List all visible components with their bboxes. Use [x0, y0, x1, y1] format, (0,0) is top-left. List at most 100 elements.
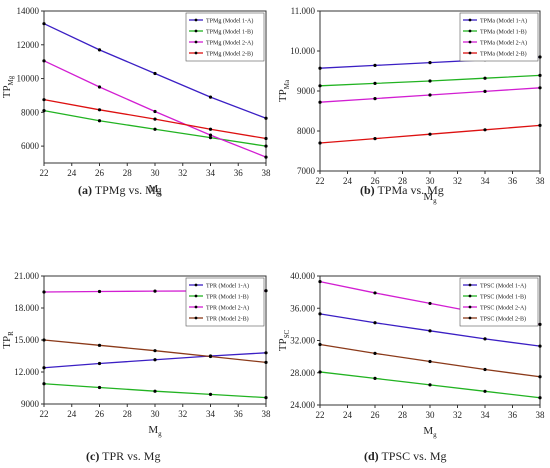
data-point [153, 358, 157, 362]
data-point [373, 321, 377, 325]
legend-marker [468, 316, 472, 320]
data-point [318, 84, 322, 88]
caption-d-label: (d) [364, 449, 379, 463]
data-point [42, 22, 46, 26]
data-point [264, 360, 268, 364]
caption-a-text: TPMg vs. Mg [94, 183, 162, 197]
data-point [373, 137, 377, 141]
data-point [97, 119, 102, 123]
legend-label: TPR (Model 1-A) [206, 283, 249, 290]
legend-marker [468, 283, 472, 287]
data-point [538, 396, 542, 400]
data-point [428, 329, 432, 333]
data-point [208, 354, 213, 359]
data-point [42, 98, 46, 102]
legend-marker [194, 18, 198, 22]
legend-label: TPSC (Model 2-B) [480, 316, 526, 323]
caption-c-text: TPR vs. Mg [102, 449, 161, 463]
data-point [153, 109, 157, 114]
x-tick-label: 38 [536, 176, 546, 186]
x-tick-label: 32 [453, 176, 462, 186]
data-point [42, 366, 46, 370]
chart-panel-1: 22 24 26 28 30 32 34 36 38 7000 8000 9000 10.000 11.0… [277, 6, 545, 205]
data-point [264, 351, 268, 355]
y-tick-label: 7000 [297, 166, 316, 176]
series-line-2 [43, 60, 267, 158]
y-tick-label: 21.000 [14, 271, 39, 281]
x-tick-label: 32 [453, 410, 462, 420]
data-point [318, 312, 322, 316]
data-point [373, 376, 377, 380]
y-axis-label: TPR [1, 331, 15, 349]
data-point [373, 291, 377, 295]
x-tick-label: 26 [371, 410, 381, 420]
x-tick-label: 22 [40, 168, 49, 178]
data-point [428, 61, 432, 65]
data-point [428, 79, 432, 83]
y-tick-label: 8000 [297, 126, 316, 136]
x-tick-label: 26 [95, 409, 105, 419]
y-tick-label: 11.000 [291, 6, 316, 16]
x-tick-label: 38 [262, 409, 272, 419]
legend-label: TPSC (Model 2-A) [480, 305, 526, 312]
legend-marker [194, 40, 198, 44]
x-tick-label: 28 [123, 409, 133, 419]
data-point [483, 89, 487, 93]
data-point [208, 136, 213, 140]
data-point [538, 375, 542, 379]
x-tick-label: 38 [262, 168, 272, 178]
caption-d: (d) TPSC vs. Mg [364, 449, 447, 464]
x-tick-label: 38 [536, 410, 546, 420]
legend-marker [194, 316, 198, 320]
data-point [318, 100, 322, 104]
data-point [42, 338, 46, 342]
x-tick-label: 22 [40, 409, 49, 419]
legend-label: TPMa (Model 2-B) [480, 51, 527, 58]
data-point [153, 289, 157, 293]
x-tick-label: 26 [371, 176, 381, 186]
x-tick-label: 36 [508, 410, 518, 420]
data-point [483, 389, 487, 393]
y-tick-label: 14000 [17, 6, 40, 16]
data-point [538, 123, 542, 127]
data-point [373, 351, 377, 355]
x-tick-label: 24 [67, 168, 77, 178]
x-tick-label: 26 [95, 168, 105, 178]
x-tick-label: 34 [206, 409, 216, 419]
data-point [538, 344, 542, 348]
x-tick-label: 36 [508, 176, 518, 186]
x-axis-label: Mg [148, 424, 162, 438]
data-point [97, 343, 102, 347]
legend-marker [194, 283, 198, 287]
data-point [97, 85, 102, 89]
caption-a: (a) TPMg vs. Mg [78, 183, 162, 198]
y-tick-label: 15.000 [14, 335, 39, 345]
y-tick-label: 6000 [21, 141, 40, 151]
data-point [208, 95, 213, 99]
legend-label: TPR (Model 2-A) [206, 305, 249, 312]
x-tick-label: 34 [206, 168, 216, 178]
y-tick-label: 10000 [17, 74, 40, 84]
data-point [97, 48, 102, 52]
x-tick-label: 24 [67, 409, 77, 419]
data-point [373, 97, 377, 101]
data-point [208, 392, 213, 396]
data-point [373, 63, 377, 67]
data-point [153, 349, 157, 353]
data-point [153, 389, 157, 393]
caption-a-label: (a) [78, 183, 92, 197]
legend-marker [194, 29, 198, 33]
x-tick-label: 28 [398, 410, 408, 420]
x-tick-label: 30 [151, 409, 161, 419]
data-point [483, 337, 487, 341]
data-point [97, 361, 102, 366]
data-point [153, 127, 157, 131]
y-axis-label: TPSC [277, 329, 291, 351]
x-axis-label: Mg [148, 183, 162, 197]
x-tick-label: 22 [316, 176, 325, 186]
y-tick-label: 12.000 [14, 367, 39, 377]
data-point [97, 289, 102, 294]
legend-label: TPMa (Model 2-A) [480, 40, 527, 47]
data-point [264, 396, 268, 400]
